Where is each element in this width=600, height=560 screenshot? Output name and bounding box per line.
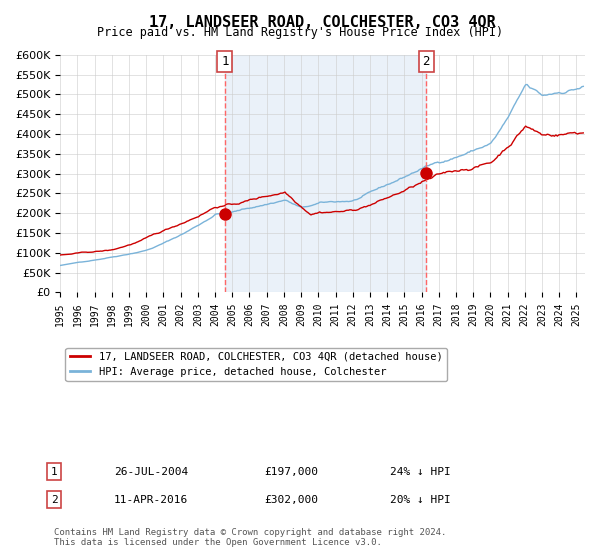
- Title: 17, LANDSEER ROAD, COLCHESTER, CO3 4QR: 17, LANDSEER ROAD, COLCHESTER, CO3 4QR: [149, 15, 496, 30]
- Text: 2: 2: [422, 55, 430, 68]
- Text: £197,000: £197,000: [264, 466, 318, 477]
- Text: 1: 1: [221, 55, 229, 68]
- Legend: 17, LANDSEER ROAD, COLCHESTER, CO3 4QR (detached house), HPI: Average price, det: 17, LANDSEER ROAD, COLCHESTER, CO3 4QR (…: [65, 348, 446, 381]
- Text: £302,000: £302,000: [264, 494, 318, 505]
- Text: 1: 1: [50, 466, 58, 477]
- Text: Price paid vs. HM Land Registry's House Price Index (HPI): Price paid vs. HM Land Registry's House …: [97, 26, 503, 39]
- Text: 24% ↓ HPI: 24% ↓ HPI: [390, 466, 451, 477]
- Text: Contains HM Land Registry data © Crown copyright and database right 2024.
This d: Contains HM Land Registry data © Crown c…: [54, 528, 446, 547]
- Text: 11-APR-2016: 11-APR-2016: [114, 494, 188, 505]
- Text: 20% ↓ HPI: 20% ↓ HPI: [390, 494, 451, 505]
- Text: 2: 2: [50, 494, 58, 505]
- Text: 26-JUL-2004: 26-JUL-2004: [114, 466, 188, 477]
- Bar: [225, 55, 427, 292]
